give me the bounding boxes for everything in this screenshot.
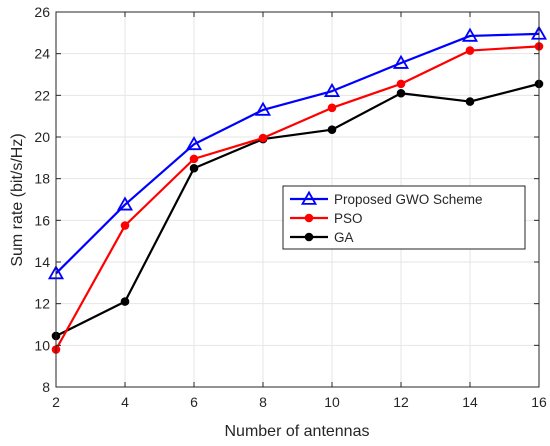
legend-item-pso: PSO: [290, 211, 363, 226]
legend-label: Proposed GWO Scheme: [334, 192, 483, 207]
x-axis-label: Number of antennas: [225, 423, 370, 440]
y-tick-label: 20: [34, 129, 50, 145]
legend-swatch-marker: [300, 190, 318, 205]
y-tick-label: 16: [34, 212, 50, 228]
series-line-pso: [55, 45, 540, 351]
series-pso: [51, 42, 544, 354]
legend-swatch-marker: [304, 232, 314, 242]
data-point-proposed-gwo-scheme: [392, 54, 410, 69]
legend-label: GA: [334, 230, 354, 245]
legend-item-proposed-gwo-scheme: Proposed GWO Scheme: [290, 190, 483, 207]
legend-swatch-marker: [304, 213, 314, 223]
y-tick-label: 24: [34, 46, 50, 62]
series-line-proposed-gwo-scheme: [55, 32, 540, 275]
series-layer: [47, 25, 548, 354]
data-point-ga: [189, 163, 199, 173]
y-tick-label: 22: [34, 87, 50, 103]
data-point-ga: [120, 297, 130, 306]
x-tick-label: 8: [259, 394, 267, 410]
x-tick-label: 10: [324, 394, 340, 410]
data-point-pso: [258, 133, 268, 143]
data-point-ga: [465, 97, 475, 106]
y-axis-label: Sum rate (bit/s/Hz): [9, 133, 26, 266]
legend-label: PSO: [334, 211, 363, 226]
data-point-proposed-gwo-scheme: [323, 82, 341, 97]
y-tick-label: 26: [34, 4, 50, 20]
data-point-proposed-gwo-scheme: [461, 27, 479, 42]
data-point-proposed-gwo-scheme: [116, 196, 134, 211]
y-tick-label: 8: [42, 379, 50, 395]
data-point-pso: [396, 79, 406, 89]
x-tick-label: 16: [531, 394, 547, 410]
y-tick-label: 10: [34, 337, 50, 353]
y-tick-label: 12: [34, 296, 50, 312]
x-tick-label: 4: [121, 394, 129, 410]
x-tick-label: 6: [190, 394, 198, 410]
data-point-pso: [327, 103, 337, 113]
y-tick-label: 18: [34, 171, 50, 187]
data-point-ga: [327, 125, 337, 135]
data-point-pso: [465, 46, 475, 55]
x-tick-label: 2: [52, 394, 60, 410]
data-point-pso: [120, 221, 130, 230]
series-line-ga: [55, 82, 540, 337]
x-axis-ticks: 2 4 6 8 10 12 14 16: [52, 12, 547, 410]
data-point-ga: [396, 88, 406, 98]
y-axis-ticks: 8 10 12 14 16 18 20 22 24 26: [34, 4, 539, 395]
data-point-pso: [189, 154, 199, 164]
legend-item-ga: GA: [290, 230, 354, 245]
legend: Proposed GWO Scheme PSO GA: [282, 185, 526, 250]
plot-area-frame: [55, 11, 540, 388]
data-point-proposed-gwo-scheme: [254, 101, 272, 116]
x-tick-label: 12: [393, 394, 409, 410]
data-point-proposed-gwo-scheme: [185, 135, 203, 151]
y-tick-label: 14: [34, 254, 50, 270]
x-tick-label: 14: [462, 394, 478, 410]
